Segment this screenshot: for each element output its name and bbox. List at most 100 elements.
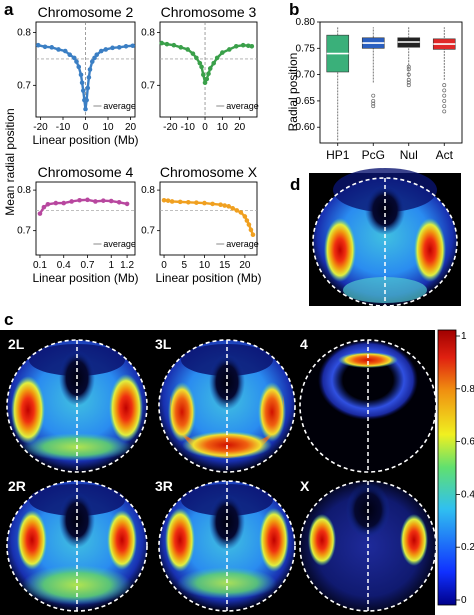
data-point [87, 67, 93, 72]
data-point [85, 85, 91, 91]
x-tick-label: 0 [202, 122, 208, 133]
y-tick-label: 0.7 [141, 226, 155, 237]
data-point [207, 66, 213, 71]
panel-label-a: a [4, 0, 14, 19]
legend-label: average [103, 239, 136, 249]
data-point [230, 206, 236, 211]
data-point [165, 198, 171, 203]
colorbar-ticks: 1 0.8 0.6 0.4 0.2 0 [456, 331, 474, 606]
data-point [194, 200, 199, 205]
data-point [222, 203, 227, 208]
data-point [249, 43, 255, 49]
data-point [116, 45, 122, 50]
data-point [202, 200, 207, 206]
data-point [206, 71, 211, 77]
category-label: Nul [400, 148, 418, 162]
chart-chromosome-2: Chromosome 2 average -20 -10 0 10 20 0.7 0.8 Line… [17, 4, 138, 147]
data-point [220, 50, 225, 55]
y-tick-label: 0.7 [17, 226, 31, 237]
heatmap-X-label: X [300, 478, 310, 494]
x-axis-label: Linear position (Mb) [32, 133, 138, 147]
data-point [69, 199, 74, 204]
x-tick-label: 0.7 [81, 260, 95, 271]
data-point [190, 51, 196, 56]
outlier [371, 93, 376, 98]
data-point [246, 222, 252, 227]
x-tick-label: 0 [83, 122, 89, 133]
outlier [371, 98, 376, 103]
chart-title: Chromosome 4 [38, 164, 134, 180]
data-point [250, 232, 256, 238]
outlier [371, 101, 376, 106]
y-tick-label: 0.7 [17, 80, 31, 91]
y-tick-label: 0.65 [296, 96, 316, 107]
data-point [199, 64, 204, 70]
data-point [178, 45, 184, 50]
chart-b-ylabel: Radial position [286, 53, 300, 132]
chart-boxplot-radial-position: 0.60 0.65 0.70 0.75 0.80 HP1 PcG Nul Act [296, 17, 463, 162]
y-tick-label: 0.8 [17, 185, 31, 196]
heatmap-2L-label: 2L [8, 336, 25, 352]
data-point [169, 199, 175, 204]
heatmap-3L: 3L [155, 336, 296, 473]
outlier [442, 104, 447, 109]
data-point [233, 43, 239, 49]
colorbar-tick-label: 0.2 [461, 542, 474, 553]
data-point [234, 208, 240, 213]
heatmap-3R-label: 3R [155, 478, 173, 494]
x-tick-label: 10 [199, 260, 211, 271]
heatmap-d [309, 168, 461, 307]
x-tick-label: -10 [180, 122, 195, 133]
colorbar-tick-label: 0.4 [461, 489, 474, 500]
panel-label-d: d [290, 175, 300, 194]
data-point [79, 80, 85, 85]
data-point [240, 42, 246, 48]
colorbar-tick-label: 0.6 [461, 437, 474, 448]
data-point [41, 204, 47, 210]
data-point [116, 199, 122, 205]
chart-title: Chromosome 2 [38, 4, 134, 20]
data-point [204, 76, 210, 82]
outlier [406, 72, 411, 77]
chart-title: Chromosome 3 [161, 4, 257, 20]
data-point [194, 55, 199, 61]
category-label: PcG [362, 148, 385, 162]
outlier [442, 88, 447, 93]
data-point [84, 97, 89, 103]
y-tick-label: 0.8 [17, 28, 31, 39]
outlier [406, 67, 411, 72]
data-point [71, 55, 77, 61]
outlier [406, 80, 411, 85]
data-point [74, 59, 79, 64]
data-point [86, 75, 92, 80]
colorbar-tick-label: 1 [461, 331, 467, 342]
data-point [164, 41, 170, 47]
x-tick-label: 1 [108, 260, 114, 271]
data-point [42, 44, 48, 50]
heatmap-2R: 2R [6, 478, 148, 612]
data-point [244, 218, 250, 223]
outlier [442, 83, 447, 88]
x-axis-label: Linear position (Mb) [32, 271, 138, 285]
heatmap-X: X [299, 478, 437, 612]
data-point [177, 199, 183, 205]
legend-label: average [103, 101, 136, 111]
panel-label-c: c [4, 310, 13, 329]
data-point [103, 47, 109, 52]
x-tick-label: 20 [239, 260, 251, 271]
data-point [94, 52, 100, 58]
y-tick-label: 0.7 [141, 80, 155, 91]
data-point [226, 47, 232, 52]
x-tick-label: 0.1 [33, 260, 47, 271]
data-point [83, 106, 88, 112]
data-point [76, 64, 82, 70]
data-point [248, 227, 254, 233]
data-point [185, 47, 191, 52]
plot-frame [159, 181, 258, 256]
data-point [77, 197, 82, 203]
data-point [210, 201, 215, 207]
data-point [226, 204, 232, 209]
data-point [37, 211, 43, 216]
heatmap-3R: 3R [155, 478, 296, 612]
